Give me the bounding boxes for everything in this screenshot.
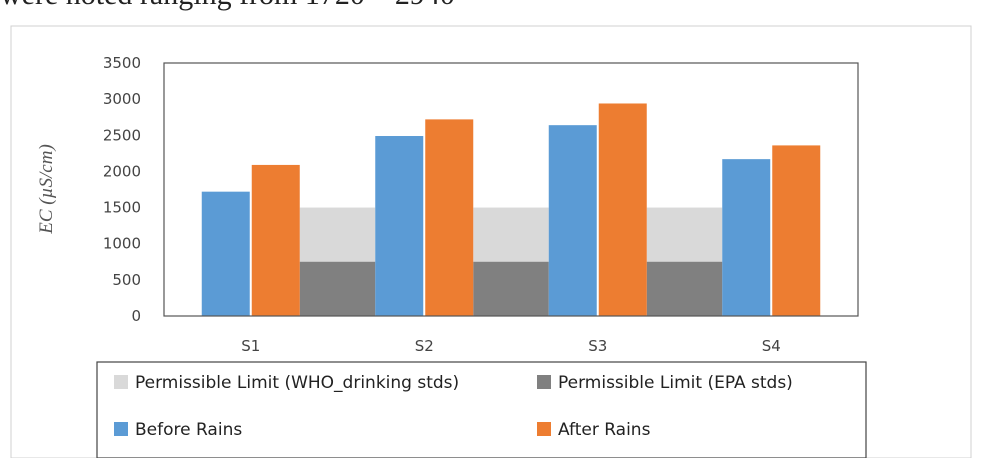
bar-after-rains-s2 bbox=[425, 119, 474, 316]
bar-after-rains-s4 bbox=[772, 145, 821, 316]
legend-swatch-3 bbox=[114, 422, 128, 436]
y-tick-label-3500: 3500 bbox=[103, 54, 141, 72]
legend-swatch-4 bbox=[537, 422, 551, 436]
bars bbox=[201, 103, 821, 316]
bar-before-rains-s2 bbox=[375, 136, 424, 316]
x-axis-ticks: S1 S2 S3 S4 bbox=[241, 337, 781, 355]
bar-before-rains-s3 bbox=[548, 125, 597, 316]
legend-label-1: Permissible Limit (WHO_drinking stds) bbox=[135, 373, 459, 393]
y-tick-label-2500: 2500 bbox=[103, 126, 141, 144]
page-text-line: were noted ranging from 1720 – 2940 bbox=[0, 0, 455, 12]
legend-box bbox=[96, 361, 867, 458]
legend-swatch-2 bbox=[537, 375, 551, 389]
legend: Permissible Limit (WHO_drinking stds) Per… bbox=[114, 373, 793, 440]
limit-bands bbox=[299, 207, 723, 316]
legend-label-3: Before Rains bbox=[135, 420, 242, 440]
y-tick-label-1000: 1000 bbox=[103, 235, 141, 253]
legend-swatch-1 bbox=[114, 375, 128, 389]
bar-before-rains-s1 bbox=[201, 191, 250, 316]
legend-label-4: After Rains bbox=[558, 420, 651, 440]
y-axis-label: EC (µS/cm) bbox=[36, 144, 57, 235]
limit-band-2-gap-1 bbox=[299, 261, 376, 316]
y-axis-ticks: 0 500 1000 1500 2000 2500 3000 3500 bbox=[103, 54, 141, 325]
x-tick-label-s1: S1 bbox=[241, 337, 260, 355]
legend-label-2: Permissible Limit (EPA stds) bbox=[558, 373, 793, 393]
x-tick-label-s2: S2 bbox=[415, 337, 434, 355]
y-tick-label-3000: 3000 bbox=[103, 90, 141, 108]
bar-after-rains-s3 bbox=[598, 103, 647, 316]
x-tick-label-s3: S3 bbox=[588, 337, 607, 355]
plot-area-border bbox=[163, 62, 859, 317]
y-tick-label-0: 0 bbox=[131, 307, 141, 325]
limit-band-2-gap-2 bbox=[473, 261, 549, 316]
x-tick-label-s4: S4 bbox=[762, 337, 781, 355]
y-tick-label-2000: 2000 bbox=[103, 162, 141, 180]
bar-after-rains-s1 bbox=[251, 164, 300, 316]
limit-band-2-gap-3 bbox=[646, 261, 723, 316]
bar-before-rains-s4 bbox=[722, 159, 771, 316]
y-tick-label-500: 500 bbox=[112, 271, 141, 289]
y-tick-label-1500: 1500 bbox=[103, 199, 141, 217]
